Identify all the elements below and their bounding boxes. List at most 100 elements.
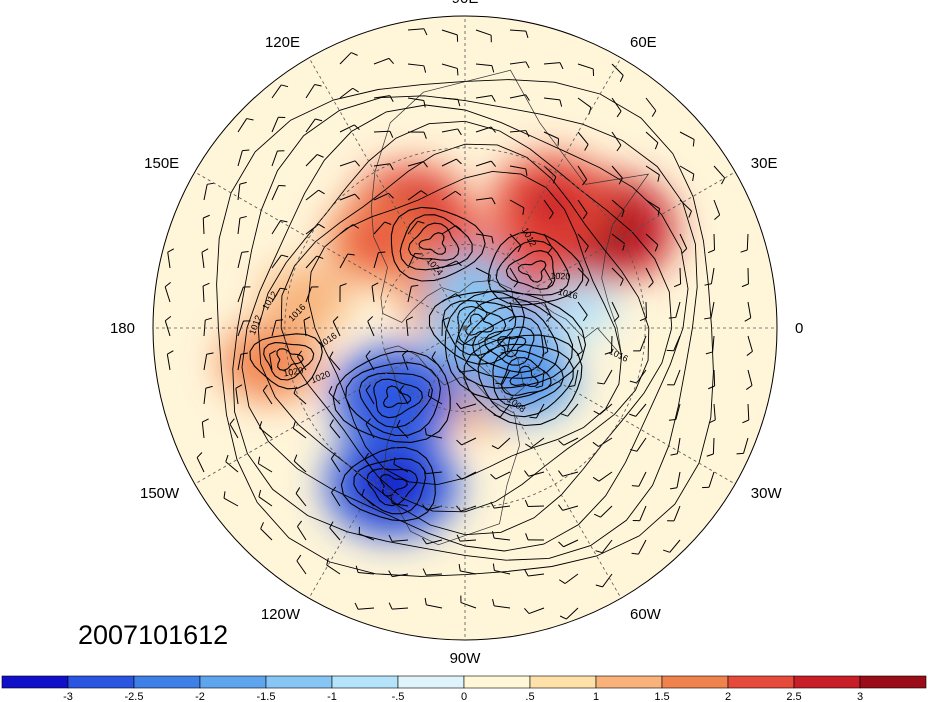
colorbar-swatch <box>595 675 663 689</box>
lon-label-150e: 150E <box>144 155 179 172</box>
isobar-line <box>463 334 583 427</box>
colorbar-label: 2.5 <box>786 691 801 702</box>
wind-barb <box>271 84 289 99</box>
wind-barb <box>164 316 172 337</box>
wind-barb <box>670 437 681 456</box>
wind-barb <box>407 161 428 168</box>
wind-barb <box>595 573 613 588</box>
colorbar-label: -2.5 <box>125 691 144 702</box>
lon-label-120e: 120E <box>265 34 300 51</box>
wind-barb <box>305 255 324 269</box>
wind-barb <box>593 505 613 518</box>
wind-barb <box>271 150 285 167</box>
wind-barb <box>645 165 660 182</box>
wind-barb <box>576 335 583 356</box>
coastline <box>383 345 520 546</box>
wind-barb <box>679 199 692 218</box>
wind-barb <box>631 471 647 487</box>
lon-label-60w: 60W <box>630 606 662 623</box>
lon-label-150w: 150W <box>140 485 180 502</box>
wind-barb <box>592 437 613 447</box>
wind-barb <box>742 403 750 424</box>
wind-barb <box>509 130 530 138</box>
wind-barb <box>458 563 477 575</box>
wind-barb <box>269 350 276 371</box>
colorbar-label: 1 <box>593 691 599 702</box>
wind-barb <box>490 501 511 509</box>
wind-barb <box>339 283 347 303</box>
colorbar-swatch <box>793 675 861 689</box>
wind-barb <box>508 301 515 322</box>
wind-barb <box>558 504 579 511</box>
colorbar-swatch <box>397 675 465 689</box>
isobar-line <box>517 260 547 283</box>
wind-barb <box>704 267 715 286</box>
wind-barb <box>702 471 715 489</box>
colorbar-swatch <box>463 675 531 689</box>
wind-barb <box>491 437 511 450</box>
wind-barb <box>630 437 647 452</box>
wind-barb <box>592 471 613 482</box>
wind-barb <box>645 267 654 288</box>
wind-barb <box>203 182 215 201</box>
wind-barb <box>509 267 519 288</box>
wind-barb <box>667 369 681 386</box>
colorbar-swatch <box>265 675 333 689</box>
wind-barb <box>713 165 726 185</box>
wind-barb <box>295 487 307 507</box>
wind-barb <box>339 160 360 167</box>
wind-barb <box>629 369 647 384</box>
wind-barb <box>456 534 477 542</box>
wind-barb <box>577 301 588 322</box>
warm-anomaly-north-pacific <box>260 263 350 336</box>
wind-barb <box>559 607 579 620</box>
wind-barb <box>202 214 210 235</box>
isobar-line <box>457 305 507 346</box>
isobar-line <box>505 250 556 290</box>
wind-barb <box>390 496 409 507</box>
wind-barb <box>271 254 289 269</box>
wind-barb <box>492 563 511 575</box>
wind-barb <box>567 369 579 388</box>
map-disk <box>153 16 777 640</box>
wind-barb <box>679 165 695 182</box>
lon-label-180: 180 <box>110 320 135 337</box>
meridian-line <box>464 327 736 485</box>
wind-barb <box>373 95 394 103</box>
wind-barb <box>524 470 545 477</box>
wind-barb <box>332 316 341 337</box>
wind-barb <box>577 165 588 186</box>
wind-barb <box>441 225 462 235</box>
wind-barb <box>543 267 553 288</box>
colorbar-label: 2 <box>725 691 731 702</box>
wind-barb <box>611 199 625 218</box>
isobar-line <box>340 446 436 522</box>
wind-barb <box>475 301 488 321</box>
wind-barb <box>427 388 443 405</box>
wind-barb <box>509 94 530 101</box>
wind-barb <box>639 301 647 322</box>
wind-barb <box>260 522 273 541</box>
wind-barb <box>529 403 545 419</box>
wind-barb <box>424 597 443 609</box>
wind-barb <box>524 499 545 508</box>
wind-barb <box>407 190 428 201</box>
wind-barb <box>645 97 657 117</box>
colorbar-label: 3 <box>857 691 863 702</box>
coastline <box>370 69 650 357</box>
wind-barb <box>631 539 647 555</box>
wind-barb <box>460 595 477 609</box>
wind-barb <box>645 131 659 150</box>
wind-barb <box>393 457 409 473</box>
wind-barb <box>673 267 682 288</box>
wind-barb <box>705 335 715 355</box>
wind-barb <box>293 454 307 473</box>
isobar-line <box>399 214 473 271</box>
wind-barb <box>237 149 250 167</box>
wind-barb <box>229 418 239 439</box>
wind-barb <box>329 521 341 541</box>
wind-barb <box>611 301 620 322</box>
wind-barb <box>645 199 661 216</box>
colorbar-label: -3 <box>63 691 73 702</box>
wind-barb <box>407 63 427 73</box>
